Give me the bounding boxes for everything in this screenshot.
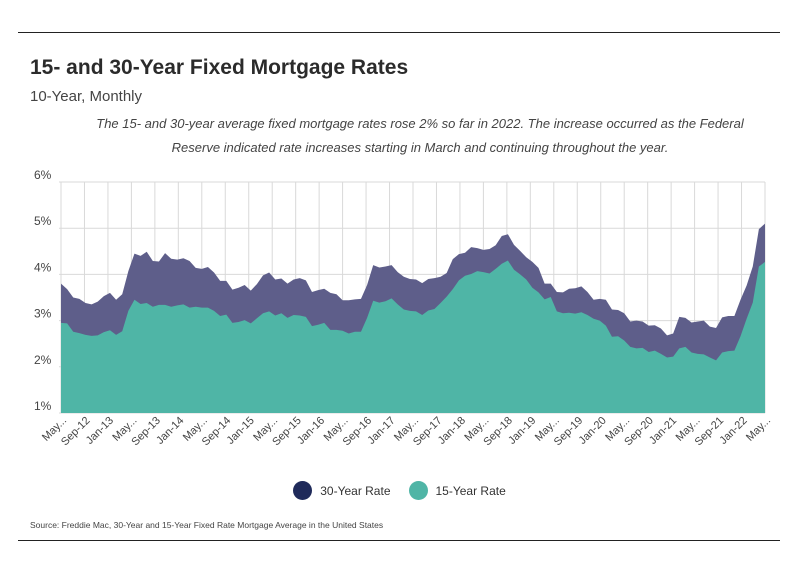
y-tick-label: 4%: [34, 260, 52, 274]
source-note: Source: Freddie Mac, 30-Year and 15-Year…: [30, 520, 384, 530]
y-tick-label: 5%: [34, 214, 52, 228]
top-rule: [18, 32, 780, 33]
area-15-year-rate: [61, 260, 765, 413]
legend-item-30-year[interactable]: 30-Year Rate: [293, 481, 391, 500]
area-chart: 1%2%3%4%5%6%May...Sep-12Jan-13May...Sep-…: [34, 168, 773, 448]
bottom-rule: [18, 540, 780, 541]
y-tick-label: 6%: [34, 168, 52, 182]
legend-swatch-30-year: [293, 481, 313, 500]
legend: 30-Year Rate 15-Year Rate: [0, 481, 799, 500]
chart-title: 15- and 30-Year Fixed Mortgage Rates: [30, 56, 409, 79]
chart-description: The 15- and 30-year average fixed mortga…: [96, 116, 744, 155]
y-tick-label: 1%: [34, 399, 52, 413]
legend-label-30-year: 30-Year Rate: [320, 483, 391, 498]
x-tick-label: May...: [744, 415, 773, 444]
legend-label-15-year: 15-Year Rate: [435, 483, 506, 498]
y-tick-label: 3%: [34, 307, 52, 321]
chart-subtitle: 10-Year, Monthly: [30, 88, 143, 105]
y-tick-label: 2%: [34, 353, 52, 367]
legend-swatch-15-year: [408, 481, 428, 500]
legend-item-15-year[interactable]: 15-Year Rate: [408, 481, 506, 500]
